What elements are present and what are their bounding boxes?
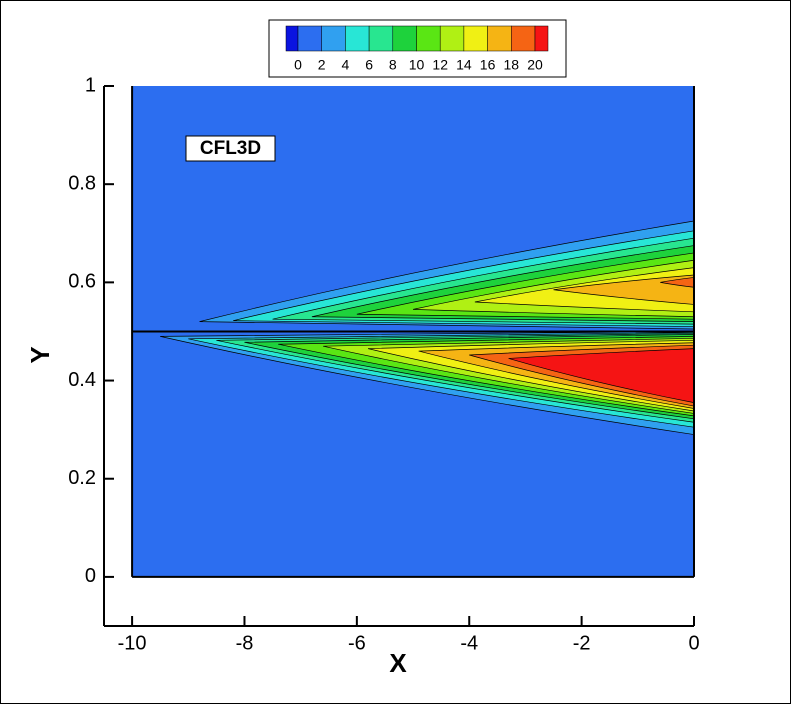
colorbar-swatch (368, 25, 394, 52)
annotation: CFL3D (200, 138, 261, 159)
colorbar-label: 14 (456, 57, 472, 73)
contour-region (660, 277, 695, 288)
colorbar-swatch (392, 25, 417, 52)
contour-region (508, 348, 695, 403)
colorbar-label: 12 (432, 57, 448, 73)
colorbar-swatch (285, 25, 299, 52)
colorbar-label: 6 (365, 57, 373, 73)
colorbar-swatch (321, 25, 346, 52)
y-tick-label: 0.4 (68, 369, 96, 391)
contour-region (553, 274, 695, 305)
colorbar-label: 18 (504, 57, 520, 73)
colorbar-swatch (487, 25, 512, 52)
colorbar-label: 20 (527, 57, 543, 73)
colorbar-label: 10 (409, 57, 425, 73)
y-tick-label: 0.2 (68, 467, 96, 489)
colorbar-swatch (439, 25, 465, 52)
y-tick-label: 0.8 (68, 172, 96, 194)
x-tick-label: 0 (688, 632, 699, 654)
colorbar-label: 16 (480, 57, 496, 73)
x-tick-label: -6 (348, 632, 366, 654)
x-tick-label: -2 (573, 632, 591, 654)
x-axis-label: X (389, 648, 407, 678)
colorbar-swatch (511, 25, 536, 52)
colorbar-swatch (463, 25, 488, 52)
y-axis-label: Y (25, 346, 55, 363)
colorbar-swatch (297, 25, 322, 52)
plot-area (132, 86, 695, 577)
colorbar-label: 2 (318, 57, 326, 73)
x-tick-label: -8 (236, 632, 254, 654)
colorbar-label: 8 (389, 57, 397, 73)
x-tick-label: -10 (118, 632, 147, 654)
annotation-box (185, 135, 276, 162)
colorbar-label: 4 (342, 57, 350, 73)
colorbar-swatch (416, 25, 441, 52)
colorbar-label: 0 (294, 57, 302, 73)
colorbar-swatch (345, 25, 370, 52)
colorbar-swatch (534, 25, 549, 52)
y-tick-label: 1 (85, 74, 96, 96)
y-tick-label: 0 (85, 565, 96, 587)
y-tick-label: 0.6 (68, 271, 96, 293)
x-tick-label: -4 (460, 632, 478, 654)
